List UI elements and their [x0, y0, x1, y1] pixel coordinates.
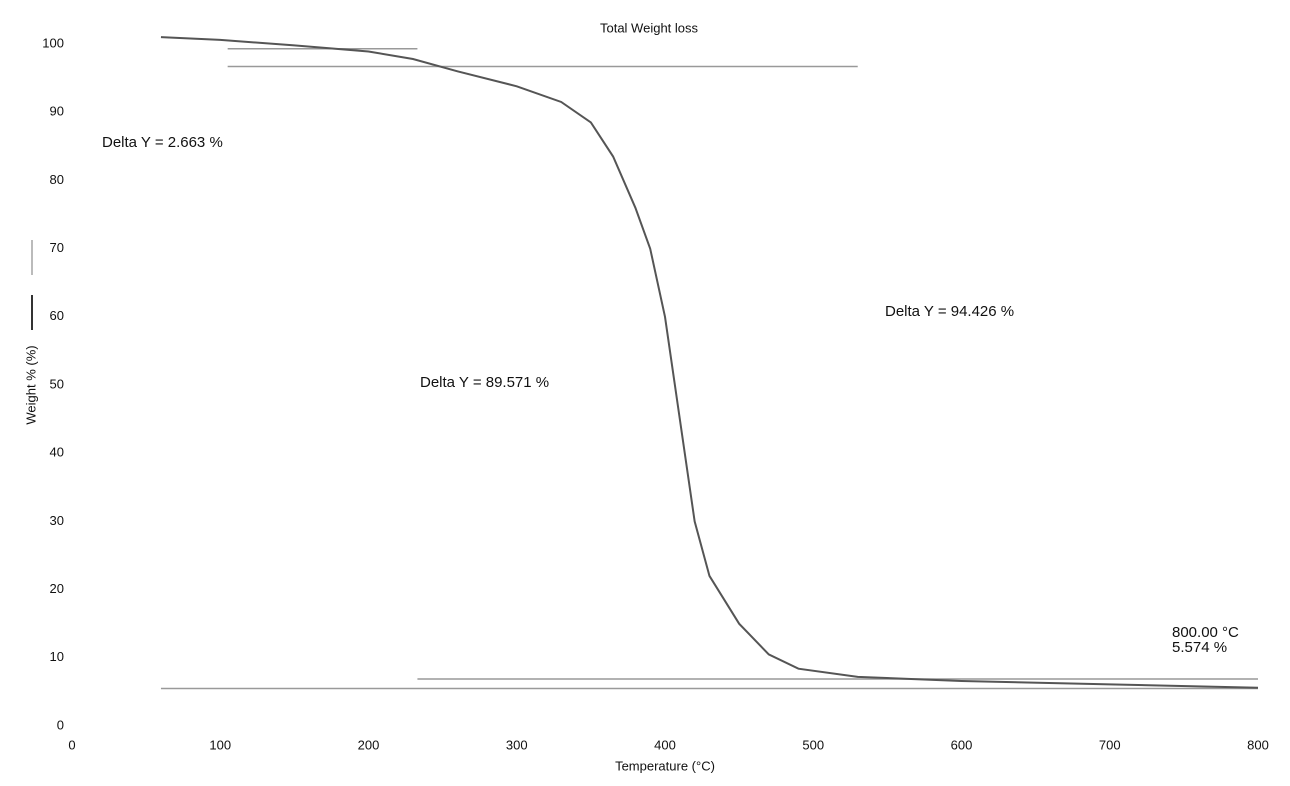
x-tick-label: 500 [802, 737, 824, 752]
y-tick-label: 30 [50, 513, 64, 528]
x-tick-label: 400 [654, 737, 676, 752]
annotation: 5.574 % [1172, 639, 1227, 656]
annotation: Delta Y = 2.663 % [102, 134, 223, 151]
data-line [160, 36, 1259, 689]
x-tick-label: 800 [1247, 737, 1269, 752]
y-tick-label: 20 [50, 581, 64, 596]
x-tick-label: 600 [951, 737, 973, 752]
y-tick-label: 90 [50, 104, 64, 119]
y-tick-label: 60 [50, 308, 64, 323]
x-tick-label: 300 [506, 737, 528, 752]
y-axis-label: Weight % (%) [23, 345, 38, 424]
y-tick-label: 70 [50, 240, 64, 255]
x-tick-label: 0 [68, 737, 75, 752]
y-tick-label: 80 [50, 172, 64, 187]
annotation: Delta Y = 94.426 % [885, 303, 1014, 320]
annotation: 800.00 °C [1172, 624, 1239, 641]
x-tick-label: 700 [1099, 737, 1121, 752]
x-axis-label: Temperature (°C) [615, 758, 715, 773]
x-tick-label: 100 [209, 737, 231, 752]
chart-title: Total Weight loss [600, 20, 699, 35]
annotation: Delta Y = 89.571 % [420, 374, 549, 391]
y-tick-label: 50 [50, 376, 64, 391]
y-tick-label: 40 [50, 445, 64, 460]
y-tick-label: 10 [50, 649, 64, 664]
y-tick-label: 100 [42, 35, 64, 50]
x-tick-label: 200 [358, 737, 380, 752]
y-tick-label: 0 [57, 717, 64, 732]
